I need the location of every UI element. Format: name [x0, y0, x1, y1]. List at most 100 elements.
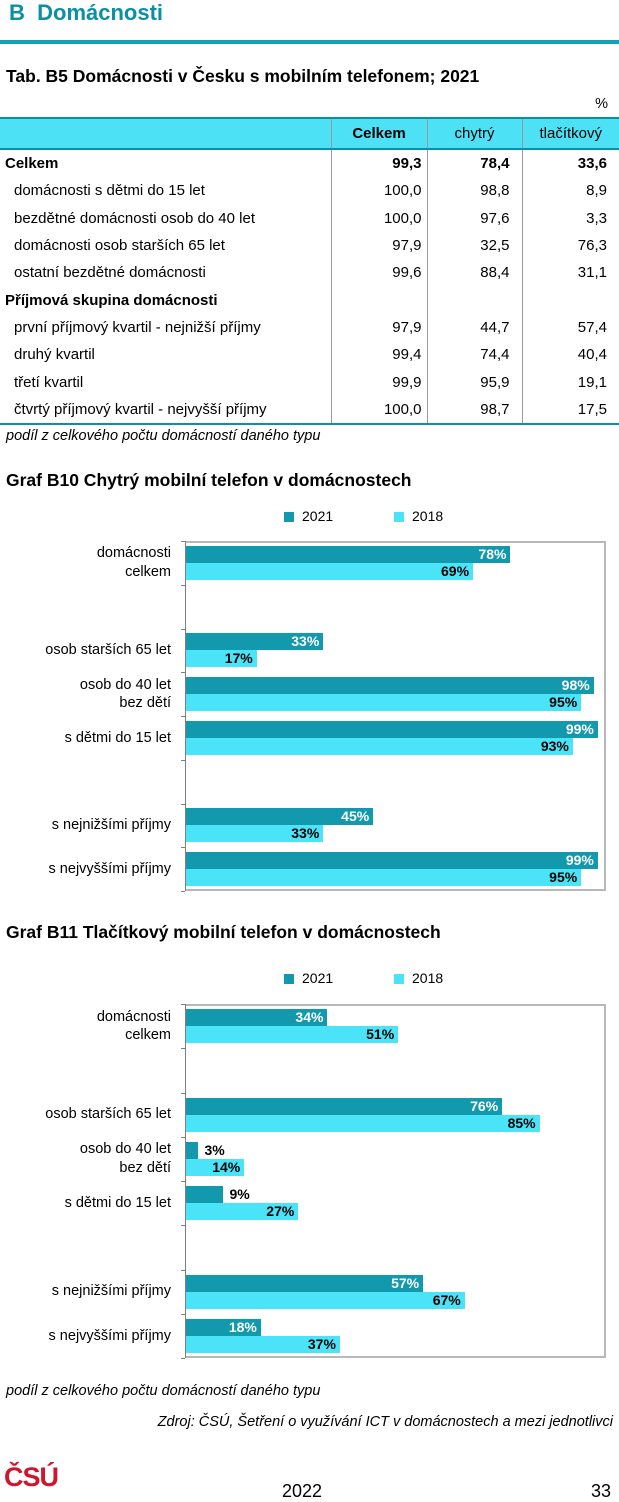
column-header: chytrý [427, 117, 523, 150]
category-label-line: domácnosti [96, 545, 171, 562]
bar-2021 [186, 808, 374, 826]
chart-title: Graf B11 Tlačítkový mobilní telefon v do… [6, 922, 441, 942]
bar-2021 [186, 1186, 224, 1204]
page-number: 33 [590, 1481, 611, 1501]
legend-item: 2018 [394, 970, 443, 986]
section-title: B Domácnosti [9, 0, 163, 26]
data-label: 17% [224, 650, 253, 667]
data-label: 9% [229, 1186, 250, 1203]
category-label-line: s nejnižšími příjmy [51, 817, 171, 834]
category-label: s dětmi do 15 let [65, 729, 171, 748]
footer-year: 2022 [282, 1481, 323, 1501]
data-label: 78% [478, 545, 507, 562]
category-label-line: s dětmi do 15 let [64, 729, 171, 746]
cell-value: 40,4 [577, 346, 607, 364]
data-label: 45% [341, 808, 370, 825]
column-header: Celkem [330, 117, 428, 150]
row-label: domácnosti s dětmi do 15 let [14, 182, 205, 200]
data-label: 14% [212, 1158, 241, 1175]
cell-value [427, 286, 523, 314]
table-row: první příjmový kvartil - nejnižší příjmy… [0, 313, 619, 342]
axis-tick [181, 891, 185, 892]
cell-value: 95,9 [427, 368, 523, 396]
data-label: 99% [565, 852, 594, 869]
row-label: domácnosti osob starších 65 let [14, 237, 225, 255]
chart-title: Graf B10 Chytrý mobilní telefon v domácn… [6, 470, 412, 490]
category-label-line: celkem [125, 563, 171, 580]
row-label: Příjmová skupina domácnosti [5, 291, 218, 309]
source-note: Zdroj: ČSÚ, Šetření o využívání ICT v do… [157, 1414, 613, 1430]
bar-2018 [186, 650, 257, 668]
data-label: 27% [266, 1203, 295, 1220]
data-label: 67% [432, 1291, 461, 1308]
cell-value: 99,6 [330, 259, 428, 287]
category-label-line: bez dětí [119, 1159, 171, 1176]
bar-2018 [186, 1291, 465, 1309]
cell-value: 32,5 [427, 231, 523, 260]
table-row: domácnosti s dětmi do 15 let 100,0 98,8 8,9 [0, 177, 619, 205]
category-label: osob starších 65 let [45, 641, 171, 660]
cell-value: 88,4 [427, 259, 523, 287]
bar-2018 [186, 1114, 540, 1132]
charts-note: podíl z celkového počtu domácností danéh… [6, 1383, 321, 1399]
data-table: Celkem chytrý tlačítkový Celkem 99,3 78,4 3… [0, 117, 619, 425]
table-title: Tab. B5 Domácnosti v Česku s mobilním te… [6, 66, 480, 86]
bar-2021 [186, 633, 324, 651]
table-row: druhý kvartil 99,4 74,4 40,4 [0, 341, 619, 369]
axis-tick [181, 1358, 185, 1359]
cell-value: 98,7 [427, 395, 523, 425]
cell-value: 17,5 [522, 395, 619, 425]
cell-value: 99,9 [330, 368, 428, 396]
bar-2021 [186, 677, 594, 695]
bar-2021 [186, 1097, 503, 1115]
axis-tick [181, 847, 185, 849]
category-label: s nejvyššími příjmy [49, 860, 171, 879]
cell-value: 33,6 [577, 155, 607, 173]
cell-value: 74,4 [427, 341, 523, 369]
cell-value: 97,9 [330, 231, 428, 260]
data-label: 34% [295, 1009, 324, 1026]
cell-value: 78,4 [427, 149, 523, 178]
table-row: domácnosti osob starších 65 let 97,9 32,5 7… [0, 231, 619, 260]
cell-value: 100,0 [330, 395, 428, 425]
bar-2018 [186, 694, 582, 712]
category-label-line: osob starších 65 let [45, 1106, 171, 1123]
bar-2018 [186, 1158, 245, 1176]
table-header-row: Celkem chytrý tlačítkový [0, 117, 619, 150]
table-unit: % [595, 96, 608, 112]
plot-frame [186, 1004, 606, 1358]
axis-tick [181, 803, 185, 805]
row-label: třetí kvartil [14, 373, 84, 391]
legend-item: 2018 [394, 508, 443, 524]
category-label: domácnosti celkem [97, 544, 171, 581]
cell-value: 100,0 [330, 204, 428, 232]
axis-tick [181, 1313, 185, 1315]
data-label: 95% [549, 869, 578, 886]
cell-value: 76,3 [577, 237, 607, 255]
data-label: 33% [291, 825, 320, 842]
bar-2018 [186, 737, 573, 755]
category-label: domácnosti celkem [97, 1008, 171, 1045]
cell-value [522, 286, 619, 313]
axis-tick [181, 628, 185, 630]
cell-value: 3,3 [586, 209, 607, 227]
category-label: s nejvyššími příjmy [49, 1327, 171, 1346]
category-label-line: s nejvyššími příjmy [48, 1327, 171, 1344]
legend-label: 2021 [302, 970, 334, 986]
bar-2021 [186, 545, 511, 563]
legend-label: 2018 [412, 508, 444, 524]
bar-2018 [186, 825, 324, 843]
axis-tick [181, 1181, 185, 1182]
category-axis [185, 1004, 186, 1358]
cell-value: 99,3 [330, 149, 428, 178]
cell-value: 19,1 [577, 373, 607, 391]
category-label-line: s nejnižšími příjmy [51, 1283, 171, 1300]
category-label: s dětmi do 15 let [65, 1194, 171, 1213]
cell-value: 57,4 [577, 318, 607, 336]
legend-item: 2021 [284, 508, 333, 524]
cell-value [330, 286, 428, 314]
data-label: 85% [507, 1114, 536, 1131]
axis-tick [181, 1004, 185, 1005]
category-label: osob do 40 let bez dětí [80, 1140, 171, 1177]
row-label: první příjmový kvartil - nejnižší příjmy [14, 318, 261, 336]
